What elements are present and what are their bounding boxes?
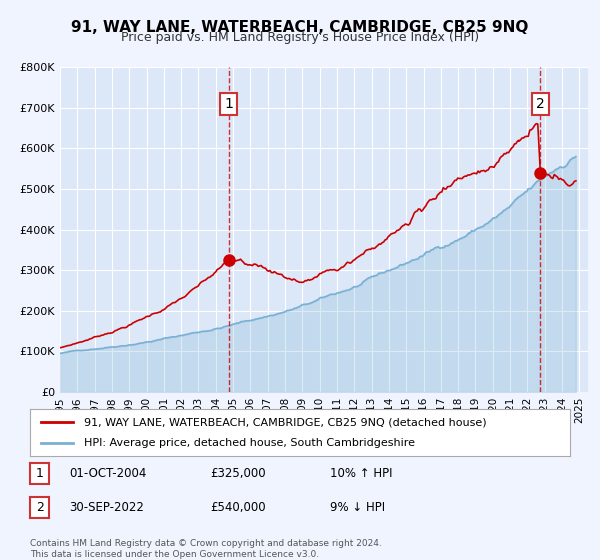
Text: 30-SEP-2022: 30-SEP-2022	[69, 501, 144, 514]
Text: £540,000: £540,000	[210, 501, 266, 514]
Text: 1: 1	[35, 467, 44, 480]
Text: This data is licensed under the Open Government Licence v3.0.: This data is licensed under the Open Gov…	[30, 550, 319, 559]
Text: Contains HM Land Registry data © Crown copyright and database right 2024.: Contains HM Land Registry data © Crown c…	[30, 539, 382, 548]
Text: 10% ↑ HPI: 10% ↑ HPI	[330, 467, 392, 480]
Text: £325,000: £325,000	[210, 467, 266, 480]
Text: 01-OCT-2004: 01-OCT-2004	[69, 467, 146, 480]
Text: 91, WAY LANE, WATERBEACH, CAMBRIDGE, CB25 9NQ (detached house): 91, WAY LANE, WATERBEACH, CAMBRIDGE, CB2…	[84, 417, 487, 427]
Text: 91, WAY LANE, WATERBEACH, CAMBRIDGE, CB25 9NQ: 91, WAY LANE, WATERBEACH, CAMBRIDGE, CB2…	[71, 20, 529, 35]
Text: 1: 1	[224, 97, 233, 111]
Text: Price paid vs. HM Land Registry's House Price Index (HPI): Price paid vs. HM Land Registry's House …	[121, 31, 479, 44]
Text: 2: 2	[35, 501, 44, 514]
Text: 2: 2	[536, 97, 545, 111]
Text: 9% ↓ HPI: 9% ↓ HPI	[330, 501, 385, 514]
Text: HPI: Average price, detached house, South Cambridgeshire: HPI: Average price, detached house, Sout…	[84, 438, 415, 448]
